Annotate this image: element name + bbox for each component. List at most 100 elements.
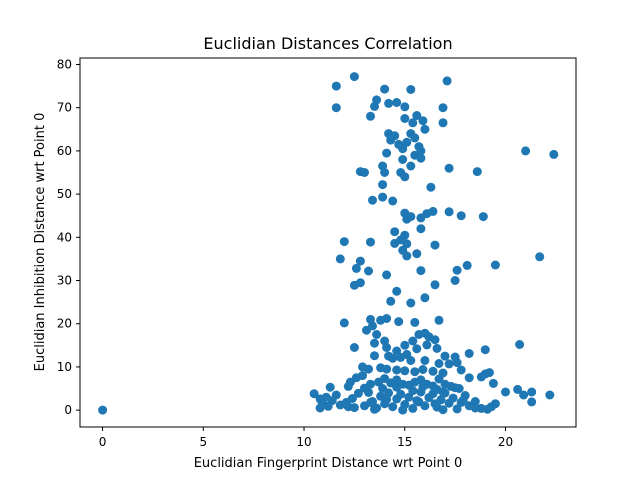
data-point [408, 118, 418, 128]
data-point [430, 399, 440, 409]
data-point [370, 351, 379, 361]
data-point [380, 84, 390, 94]
data-point [412, 344, 422, 354]
data-point [416, 266, 426, 276]
data-point [420, 124, 430, 134]
data-point [384, 98, 394, 108]
data-point [98, 405, 108, 415]
data-point [438, 387, 448, 397]
data-point [490, 399, 500, 409]
data-point [501, 387, 510, 397]
data-point [410, 133, 420, 143]
data-point [406, 212, 416, 222]
data-point [418, 116, 428, 126]
data-point [470, 397, 480, 406]
data-point [368, 195, 377, 205]
data-point [448, 393, 458, 403]
data-point [458, 395, 468, 405]
data-point [335, 254, 345, 264]
y-tick-label: 20 [57, 317, 72, 331]
x-tick-label: 5 [199, 435, 207, 449]
data-point [484, 368, 494, 378]
y-tick-label: 60 [57, 144, 72, 158]
data-point [380, 168, 390, 177]
data-point [406, 356, 416, 365]
y-tick-label: 10 [57, 360, 72, 374]
data-point [396, 352, 406, 362]
data-point [398, 405, 408, 415]
data-point [366, 237, 375, 247]
y-tick-label: 30 [57, 274, 72, 288]
data-point [444, 207, 454, 217]
data-point [430, 335, 440, 345]
data-point [325, 382, 335, 392]
data-point [488, 378, 498, 388]
data-point [430, 240, 440, 250]
data-point [366, 397, 375, 407]
data-point [353, 388, 363, 398]
data-point [478, 212, 488, 222]
data-point [388, 402, 398, 412]
data-point [408, 336, 418, 346]
data-point [442, 76, 452, 86]
data-point [386, 296, 396, 306]
data-point [394, 317, 404, 327]
data-point [400, 102, 410, 112]
data-point [412, 111, 422, 120]
y-tick-label: 50 [57, 187, 72, 201]
data-point [388, 196, 398, 206]
x-tick-label: 10 [296, 435, 311, 449]
x-tick-label: 15 [397, 435, 412, 449]
data-point [472, 167, 482, 177]
data-point [426, 182, 436, 192]
data-point [370, 404, 379, 414]
data-point [398, 155, 408, 164]
data-point [392, 98, 402, 107]
data-point [434, 315, 444, 325]
data-point [364, 364, 373, 374]
data-point [360, 383, 369, 393]
data-point [452, 358, 462, 368]
data-point [349, 72, 359, 82]
data-point [406, 85, 416, 94]
data-point [392, 365, 402, 375]
data-point [358, 371, 367, 381]
data-point [464, 349, 474, 358]
y-axis-label: Euclidian Inhibition Distance wrt Point … [33, 113, 48, 372]
data-point [382, 148, 392, 158]
data-point [315, 403, 325, 413]
data-point [452, 265, 462, 275]
data-point [450, 383, 460, 393]
data-point [416, 153, 426, 163]
data-point [527, 387, 537, 397]
x-axis-ticks: 0 5 10 15 20 [99, 427, 513, 449]
data-point [378, 384, 388, 393]
data-point [339, 237, 349, 247]
data-point [422, 340, 432, 350]
data-point [434, 359, 444, 368]
scatter-points [98, 72, 559, 415]
data-point [515, 340, 525, 349]
data-point [470, 403, 480, 413]
data-point [418, 365, 428, 374]
data-point [382, 343, 392, 352]
data-point [476, 372, 486, 382]
data-point [408, 403, 418, 413]
data-point [450, 276, 460, 285]
data-point [400, 366, 410, 376]
data-point [545, 390, 555, 400]
data-point [428, 206, 438, 216]
data-point [430, 280, 440, 290]
data-point [432, 343, 442, 353]
data-point [398, 144, 408, 154]
data-point [390, 227, 400, 237]
data-point [444, 163, 454, 173]
y-tick-label: 80 [57, 57, 72, 71]
data-point [396, 389, 406, 399]
data-point [438, 405, 448, 415]
data-point [343, 381, 353, 391]
data-point [408, 386, 418, 396]
data-point [549, 149, 559, 159]
data-point [349, 343, 359, 352]
